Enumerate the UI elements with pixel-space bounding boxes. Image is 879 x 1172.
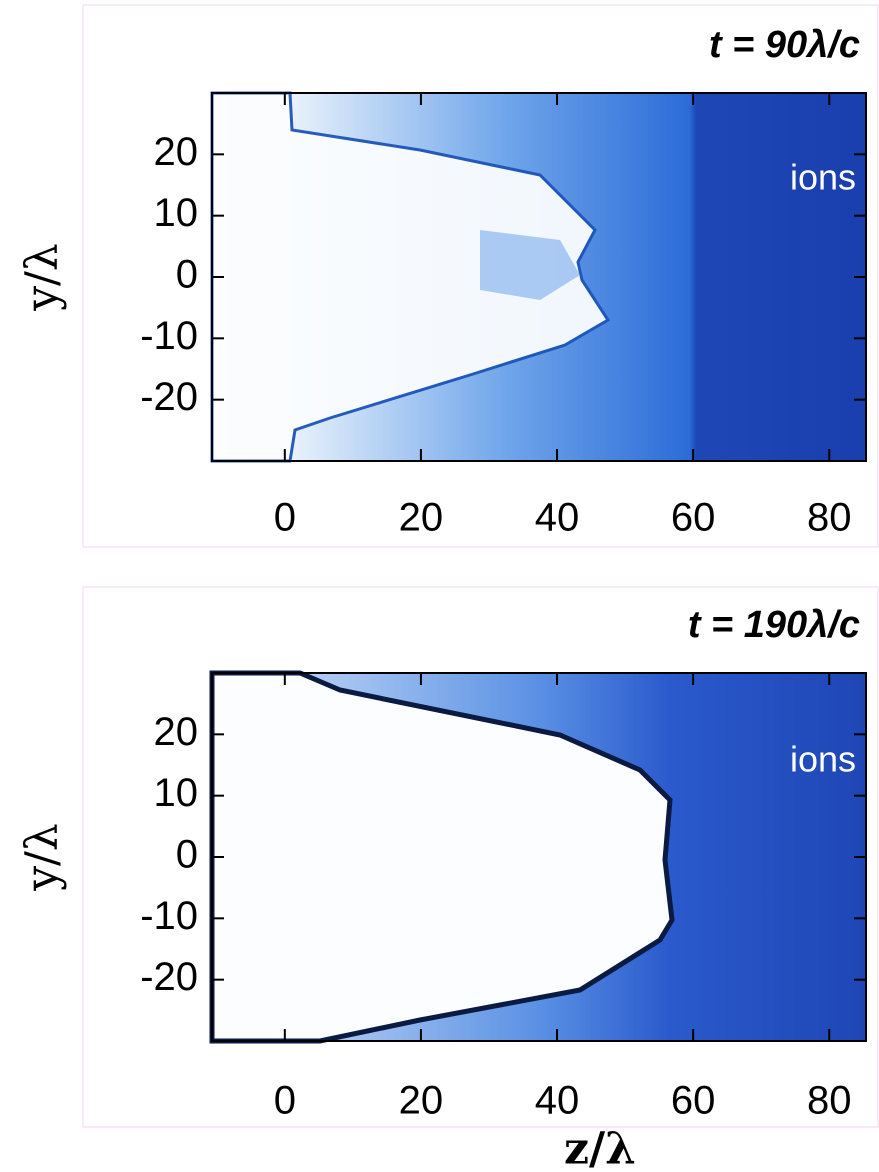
x-tick-label: 20 [399,1079,444,1123]
y-tick-label: 0 [176,253,198,297]
x-tick-label: 0 [274,1079,296,1123]
density-map [209,670,866,1044]
y-tick-label: -20 [140,375,198,419]
density-map [210,91,866,463]
panel-title: t = 190λ/c [688,604,860,646]
annotation: ions [790,157,856,198]
x-tick-label: 40 [535,496,580,540]
y-tick-label: 20 [154,130,199,174]
x-tick-label: 80 [807,1079,852,1123]
y-tick-label: 0 [176,833,198,877]
y-tick-label: 10 [154,771,199,815]
x-tick-label: 40 [535,1079,580,1123]
y-tick-label: 10 [154,191,199,235]
x-tick-label: 80 [807,496,852,540]
y-tick-label: -10 [140,894,198,938]
panel-frame [82,586,879,1128]
y-tick-label: -20 [140,955,198,999]
x-axis-label: z/λ [564,1124,636,1172]
annotation: ions [790,739,856,780]
y-axis-label: y/λ [17,243,68,312]
x-tick-label: 0 [274,496,296,540]
x-tick-label: 20 [399,496,444,540]
x-tick-label: 60 [671,1079,716,1123]
panel-frame [82,4,879,548]
x-tick-label: 60 [671,496,716,540]
y-axis-label: y/λ [17,823,68,892]
y-tick-label: -10 [140,314,198,358]
panel-title: t = 90λ/c [709,24,860,66]
y-tick-label: 20 [154,710,199,754]
